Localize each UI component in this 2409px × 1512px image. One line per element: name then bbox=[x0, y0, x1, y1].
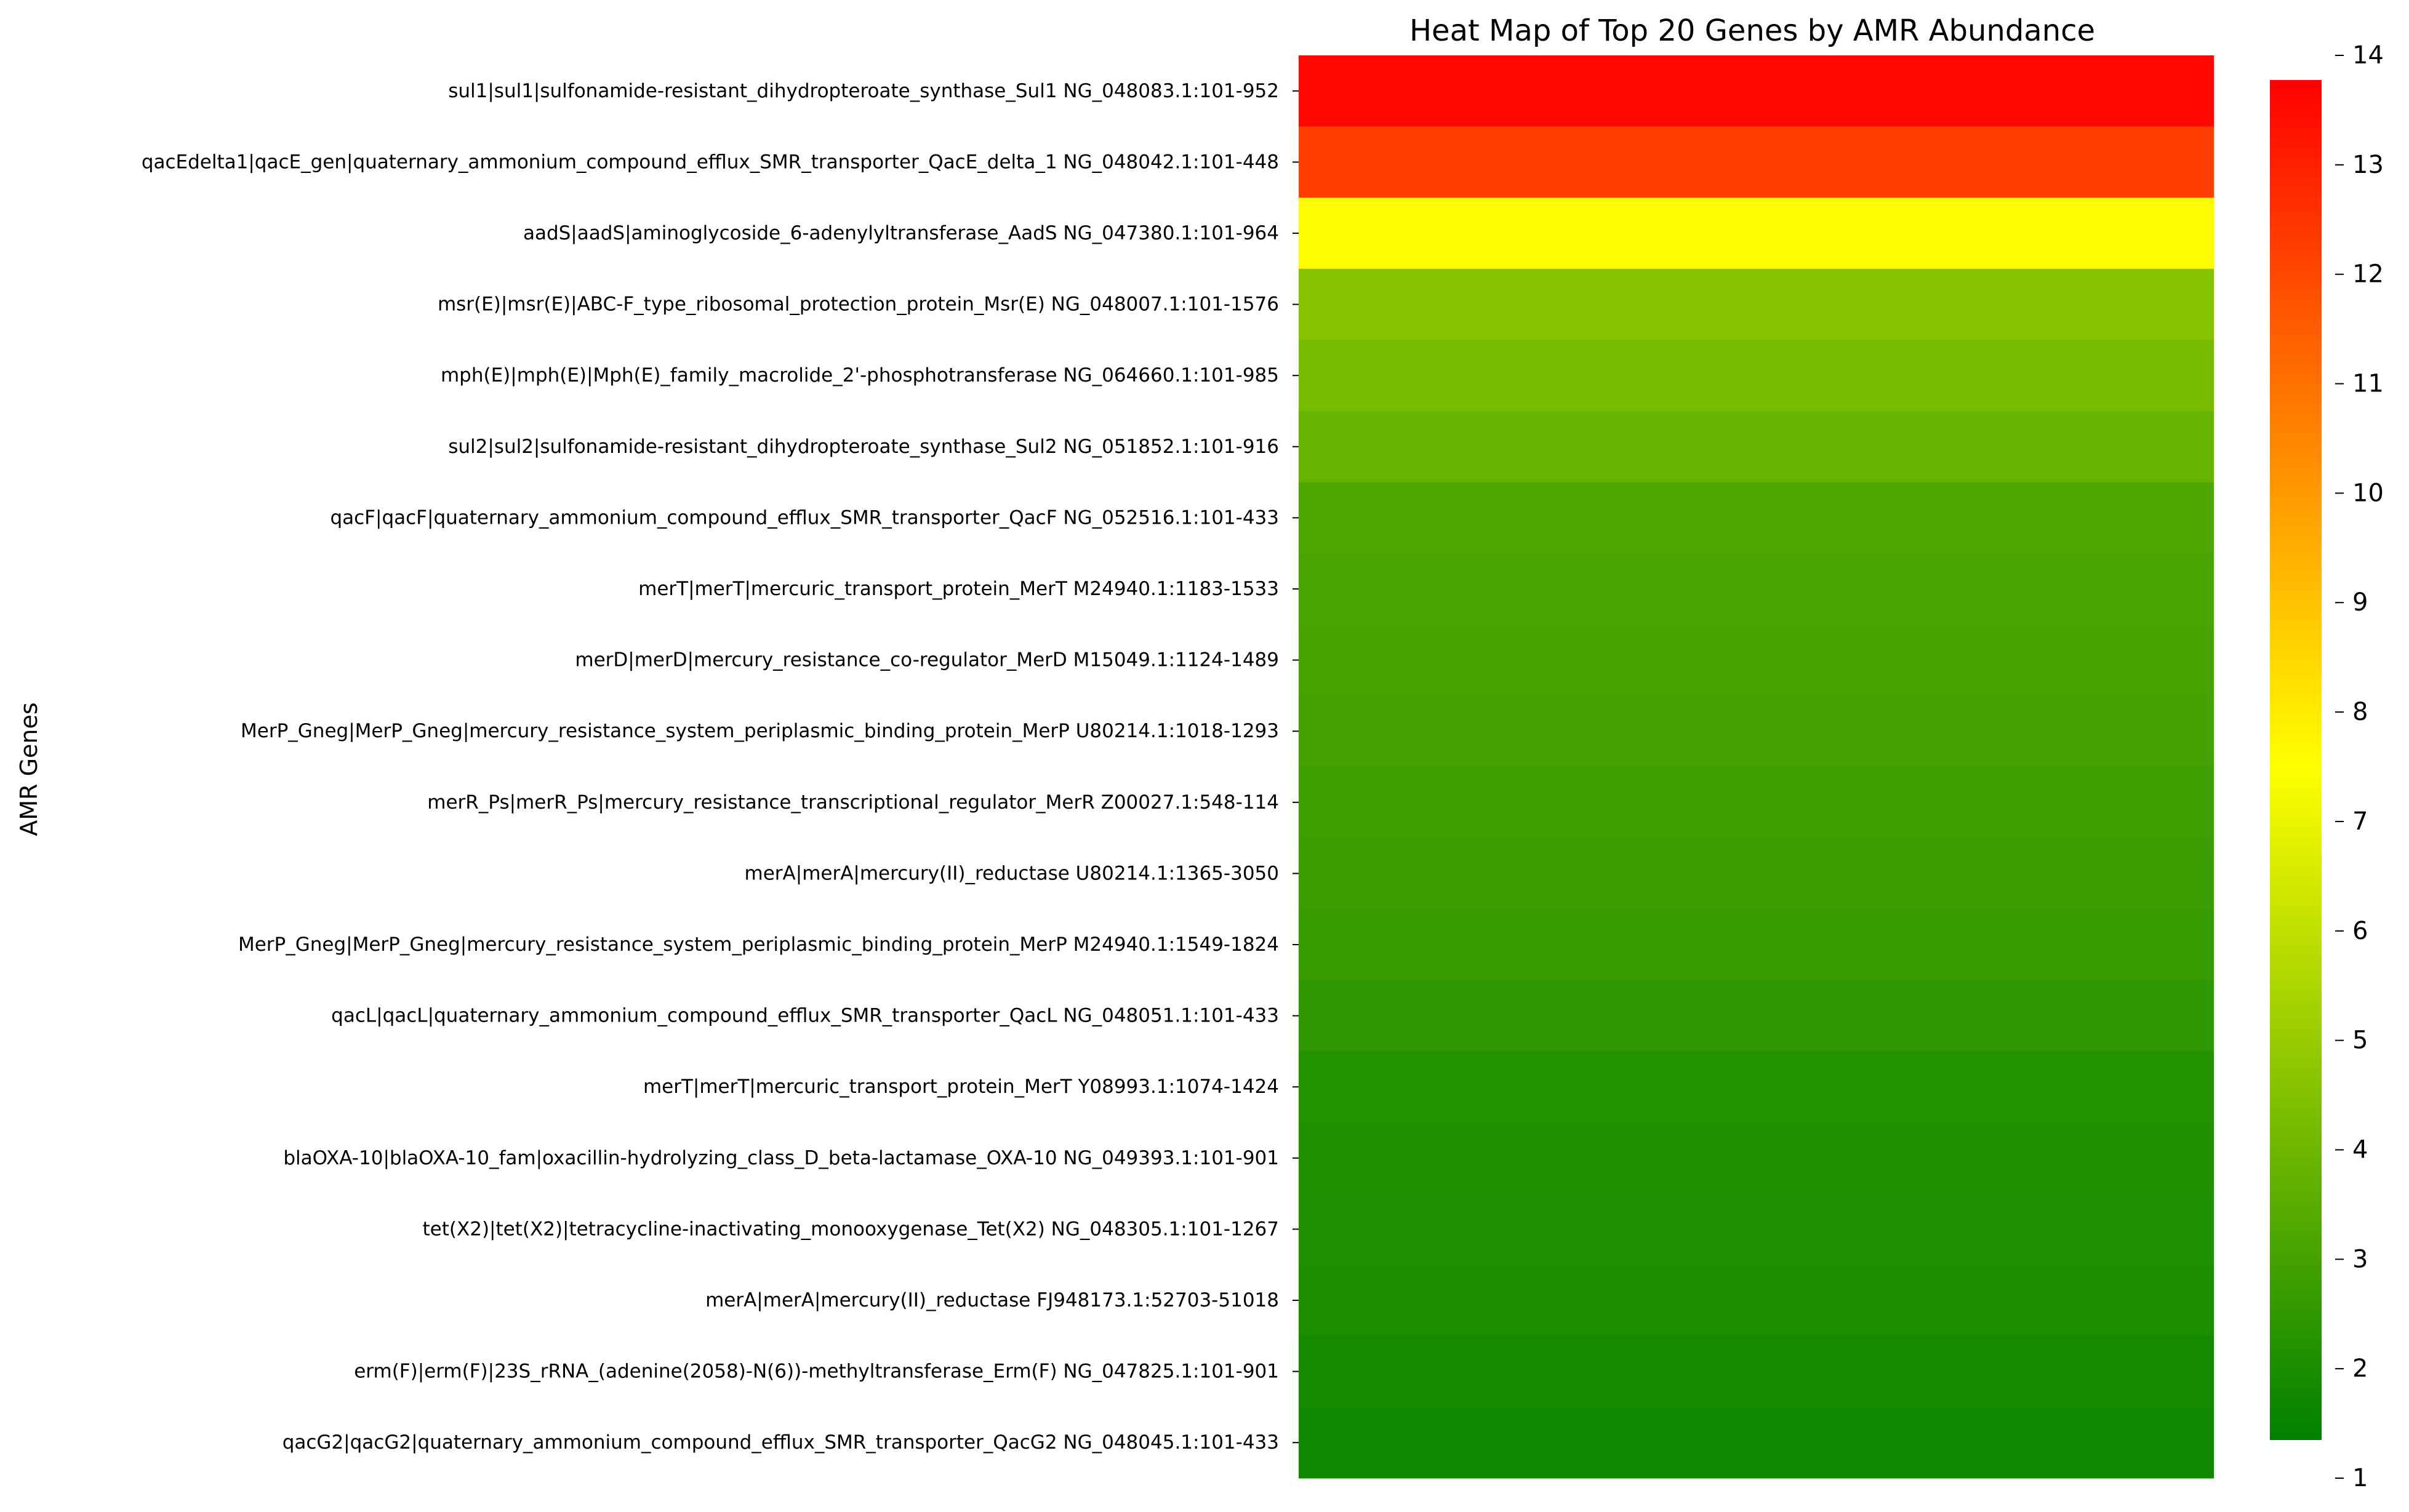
colorbar-tick-label: 8 bbox=[2352, 698, 2368, 726]
row-labels: sul1|sul1|sulfonamide-resistant_dihydrop… bbox=[142, 80, 1299, 1454]
colorbar-tick-label: 5 bbox=[2352, 1026, 2368, 1055]
heatmap-cell bbox=[1299, 624, 2214, 696]
heatmap-cell bbox=[1299, 411, 2214, 483]
row-label: sul1|sul1|sulfonamide-resistant_dihydrop… bbox=[448, 80, 1279, 102]
heatmap-cell bbox=[1299, 553, 2214, 625]
heatmap-cell bbox=[1299, 482, 2214, 554]
row-label: merT|merT|mercuric_transport_protein_Mer… bbox=[638, 578, 1279, 600]
heatmap-cell bbox=[1299, 1051, 2214, 1123]
row-label: MerP_Gneg|MerP_Gneg|mercury_resistance_s… bbox=[241, 720, 1279, 742]
heatmap-cell bbox=[1299, 695, 2214, 767]
colorbar-tick-label: 1 bbox=[2352, 1464, 2368, 1492]
heatmap-cell bbox=[1299, 340, 2214, 412]
colorbar-tick-label: 7 bbox=[2352, 807, 2368, 836]
colorbar-tick-label: 2 bbox=[2352, 1354, 2368, 1383]
y-axis-label: AMR Genes bbox=[15, 702, 42, 836]
colorbar-tick-label: 9 bbox=[2352, 588, 2368, 617]
heatmap-cell bbox=[1299, 268, 2214, 340]
heatmap-cell bbox=[1299, 1335, 2214, 1407]
row-label: MerP_Gneg|MerP_Gneg|mercury_resistance_s… bbox=[238, 934, 1279, 956]
row-label: mph(E)|mph(E)|Mph(E)_family_macrolide_2'… bbox=[441, 364, 1279, 386]
heatmap-cells bbox=[1299, 55, 2214, 1479]
heatmap-cell bbox=[1299, 1407, 2214, 1479]
colorbar-tick-label: 4 bbox=[2352, 1135, 2368, 1164]
heatmap-cell bbox=[1299, 909, 2214, 981]
row-label: blaOXA-10|blaOXA-10_fam|oxacillin-hydrol… bbox=[283, 1147, 1279, 1169]
colorbar-tick-label: 10 bbox=[2352, 479, 2384, 507]
row-label: qacL|qacL|quaternary_ammonium_compound_e… bbox=[331, 1005, 1279, 1027]
row-label: merR_Ps|merR_Ps|mercury_resistance_trans… bbox=[427, 791, 1279, 814]
colorbar-tick-label: 12 bbox=[2352, 260, 2384, 289]
heatmap-cell bbox=[1299, 1122, 2214, 1194]
heatmap-cell bbox=[1299, 55, 2214, 127]
row-label: erm(F)|erm(F)|23S_rRNA_(adenine(2058)-N(… bbox=[354, 1361, 1279, 1383]
row-label: qacG2|qacG2|quaternary_ammonium_compound… bbox=[283, 1431, 1279, 1454]
row-label: qacEdelta1|qacE_gen|quaternary_ammonium_… bbox=[142, 151, 1279, 173]
row-label: merT|merT|mercuric_transport_protein_Mer… bbox=[643, 1076, 1279, 1098]
row-label: merA|merA|mercury(II)_reductase U80214.1… bbox=[745, 862, 1279, 884]
row-label: merD|merD|mercury_resistance_co-regulato… bbox=[575, 649, 1279, 671]
heatmap-cell bbox=[1299, 126, 2214, 198]
row-label: msr(E)|msr(E)|ABC-F_type_ribosomal_prote… bbox=[438, 294, 1279, 316]
heatmap-cell bbox=[1299, 838, 2214, 910]
colorbar-tick-label: 13 bbox=[2352, 151, 2384, 179]
row-label: aadS|aadS|aminoglycoside_6-adenylyltrans… bbox=[523, 222, 1279, 244]
row-label: qacF|qacF|quaternary_ammonium_compound_e… bbox=[330, 506, 1279, 529]
row-label: sul2|sul2|sulfonamide-resistant_dihydrop… bbox=[448, 436, 1279, 458]
row-label: merA|merA|mercury(II)_reductase FJ948173… bbox=[705, 1289, 1279, 1311]
heatmap-cell bbox=[1299, 198, 2214, 270]
colorbar-tick-label: 14 bbox=[2352, 41, 2384, 70]
colorbar-tick-label: 3 bbox=[2352, 1245, 2368, 1273]
heatmap-cell bbox=[1299, 980, 2214, 1052]
heatmap-cell bbox=[1299, 1193, 2214, 1265]
colorbar-tick-label: 11 bbox=[2352, 370, 2384, 398]
colorbar bbox=[2270, 80, 2322, 1440]
heatmap-cell bbox=[1299, 767, 2214, 839]
colorbar-tick-label: 6 bbox=[2352, 917, 2368, 945]
row-label: tet(X2)|tet(X2)|tetracycline-inactivatin… bbox=[423, 1218, 1279, 1240]
chart-title: Heat Map of Top 20 Genes by AMR Abundanc… bbox=[1409, 14, 2095, 48]
heatmap-cell bbox=[1299, 1265, 2214, 1337]
